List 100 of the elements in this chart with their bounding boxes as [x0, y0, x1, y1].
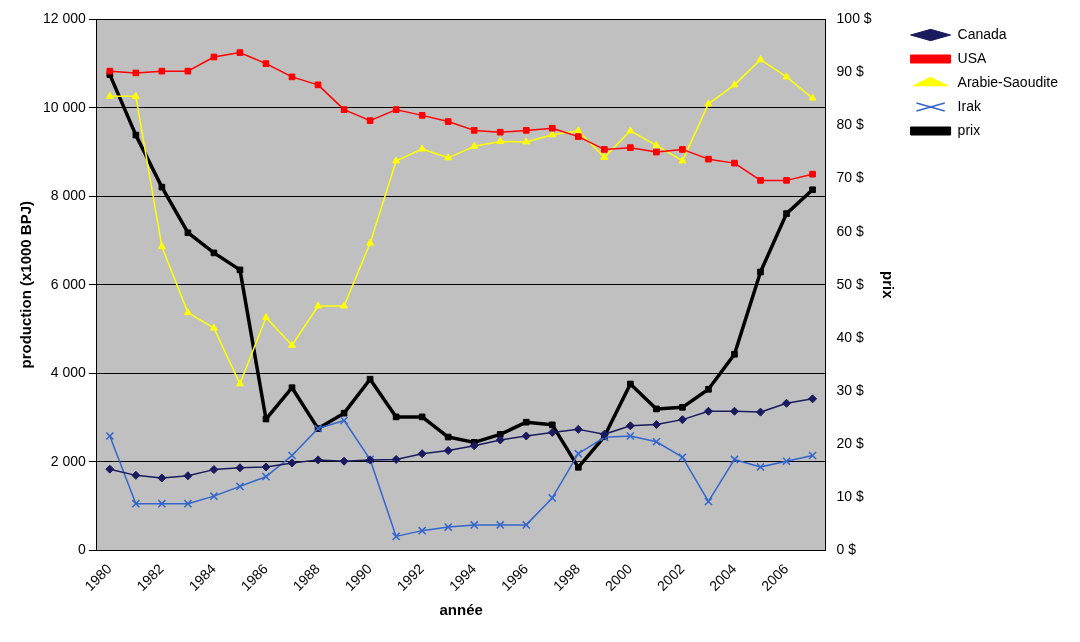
point — [651, 420, 661, 429]
point — [366, 375, 374, 383]
point — [495, 435, 505, 445]
y-axis-title: production (x1000 BPJ) — [17, 200, 35, 369]
point — [236, 266, 244, 274]
point — [183, 308, 192, 316]
point — [653, 148, 660, 156]
point — [495, 520, 505, 530]
point — [314, 301, 323, 309]
point — [391, 532, 401, 541]
point — [235, 463, 245, 473]
point — [184, 229, 192, 237]
legend-label: Arabie-Saoudite — [957, 73, 1059, 90]
point — [678, 156, 687, 164]
point — [157, 242, 166, 250]
point — [756, 55, 765, 63]
point — [573, 424, 583, 434]
point — [210, 53, 218, 61]
point — [210, 249, 218, 257]
point — [287, 451, 297, 460]
point — [366, 117, 374, 124]
y2-tick-label: 100 $ — [836, 10, 872, 27]
point — [392, 156, 401, 164]
point — [366, 238, 375, 246]
point — [626, 126, 635, 134]
point — [339, 416, 349, 425]
point — [443, 446, 453, 456]
point — [731, 350, 738, 358]
y2-tick-label: 20 $ — [836, 434, 865, 451]
point — [105, 91, 114, 99]
point — [783, 177, 790, 184]
point — [757, 177, 764, 184]
point — [417, 526, 427, 535]
point — [391, 454, 401, 464]
point — [418, 112, 426, 119]
y2-tick-label: 0 $ — [836, 540, 857, 557]
point — [652, 437, 661, 447]
point — [756, 407, 765, 417]
point — [704, 99, 713, 107]
legend-label: Canada — [957, 25, 1007, 42]
y2-tick-label: 50 $ — [836, 275, 865, 292]
point — [132, 131, 140, 139]
point — [417, 449, 427, 459]
point — [548, 421, 556, 429]
point — [808, 394, 818, 404]
point — [418, 144, 427, 152]
y2-tick-label: 80 $ — [836, 116, 865, 133]
y2-tick-label: 30 $ — [836, 381, 865, 398]
point — [705, 385, 712, 393]
point — [522, 137, 531, 145]
y-tick-label: 6 000 — [50, 275, 87, 292]
point — [132, 69, 140, 77]
point — [340, 301, 349, 309]
point — [522, 418, 530, 426]
point — [209, 323, 218, 331]
point — [470, 127, 478, 134]
point — [392, 106, 400, 113]
point — [184, 67, 192, 75]
point — [469, 520, 479, 530]
point — [444, 153, 453, 161]
point — [548, 130, 557, 138]
point — [731, 159, 738, 167]
point — [236, 379, 244, 387]
point — [262, 60, 270, 67]
y-tick-label: 0 — [78, 540, 87, 557]
point — [574, 449, 583, 458]
point — [314, 81, 322, 89]
point — [418, 413, 426, 421]
point — [522, 127, 530, 134]
point — [521, 431, 531, 441]
legend-label: prix — [957, 121, 981, 138]
point — [105, 464, 115, 474]
point — [730, 80, 739, 88]
legend-label: Irak — [957, 97, 982, 114]
point — [469, 441, 479, 451]
point — [392, 413, 400, 421]
point — [131, 470, 141, 480]
y2-tick-label: 40 $ — [836, 328, 865, 345]
point — [288, 384, 296, 392]
point — [521, 520, 531, 530]
point — [574, 133, 582, 140]
point — [653, 405, 660, 413]
point — [261, 462, 271, 472]
y-tick-label: 10 000 — [42, 98, 87, 115]
y2-tick-label: 90 $ — [836, 63, 865, 80]
point — [183, 499, 193, 508]
point — [547, 427, 557, 437]
point — [627, 380, 634, 388]
point — [703, 406, 713, 416]
point — [443, 522, 453, 532]
point — [209, 465, 219, 475]
point — [601, 146, 608, 153]
point — [158, 183, 166, 191]
point — [574, 463, 582, 471]
point — [444, 433, 452, 441]
point — [679, 404, 686, 411]
y2-tick-label: 70 $ — [836, 169, 865, 186]
point — [625, 421, 635, 431]
y2-tick-label: 60 $ — [836, 222, 865, 239]
point — [809, 186, 816, 194]
